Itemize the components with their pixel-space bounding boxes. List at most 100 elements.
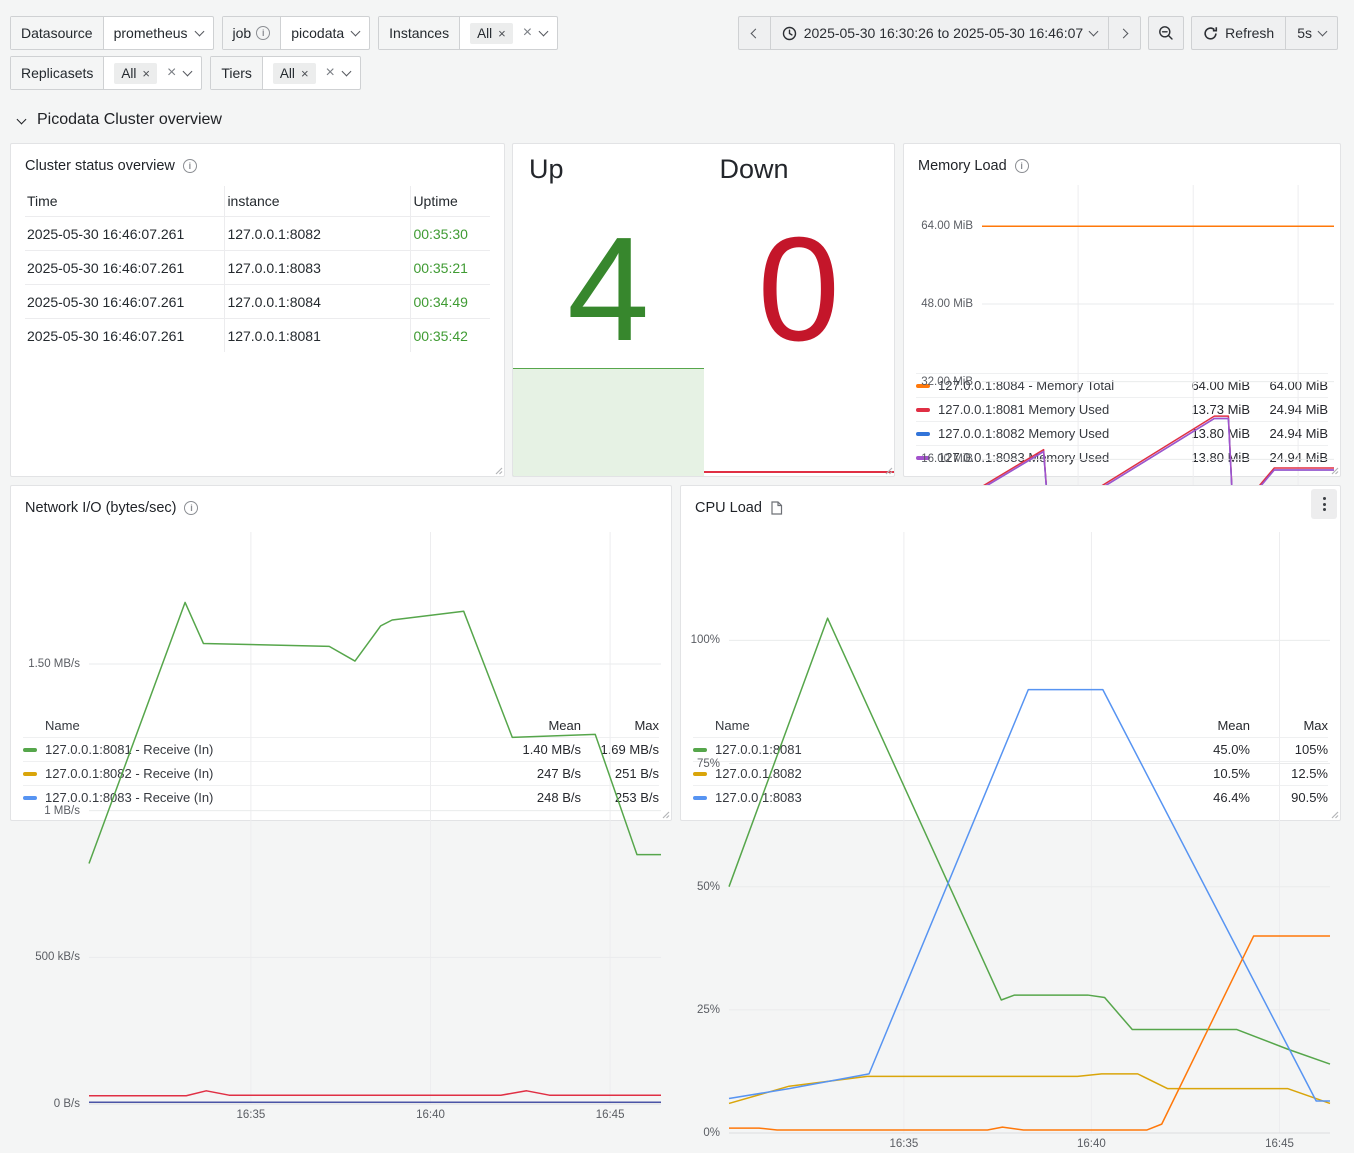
chevron-down-icon (341, 66, 351, 76)
variable-label-instances: Instances (379, 17, 460, 49)
time-range-button[interactable]: 2025-05-30 16:30:26 to 2025-05-30 16:46:… (771, 16, 1109, 50)
info-icon[interactable] (183, 159, 197, 173)
x-axis-tick-label: 16:35 (236, 1109, 265, 1121)
x-axis-tick-label: 16:40 (1077, 1138, 1106, 1150)
panel-cpu-load: CPU Load 0%25%50%75%100% 16:3516:4016:45… (680, 485, 1341, 821)
clear-selection-icon[interactable]: × (167, 65, 176, 81)
instances-select[interactable]: All × × (460, 17, 557, 49)
cell-instance: 127.0.0.1:8082 (225, 217, 411, 251)
variable-job: job picodata (222, 16, 371, 50)
panel-links-icon[interactable] (770, 501, 783, 515)
down-sparkline (704, 471, 895, 473)
clear-selection-icon[interactable]: × (326, 65, 335, 81)
replicasets-select[interactable]: All × × (104, 57, 201, 89)
x-axis-tick-label: 16:40 (416, 1109, 445, 1121)
filter-chip[interactable]: All × (114, 63, 157, 84)
y-axis-tick-label: 1 MB/s (44, 805, 80, 817)
y-axis-tick-label: 1.50 MB/s (28, 658, 80, 670)
table-row: 2025-05-30 16:46:07.261 127.0.0.1:8084 0… (25, 285, 490, 319)
info-icon[interactable] (1015, 159, 1029, 173)
dashboard-row-header[interactable]: Picodata Cluster overview (18, 111, 222, 129)
datasource-select[interactable]: prometheus (104, 17, 213, 49)
cell-uptime: 00:35:21 (411, 251, 490, 285)
time-controls: 2025-05-30 16:30:26 to 2025-05-30 16:46:… (738, 16, 1338, 50)
job-label-text: job (233, 25, 252, 41)
remove-chip-icon[interactable]: × (142, 67, 150, 80)
chevron-left-icon (750, 28, 760, 38)
down-stat-value: 0 (758, 229, 840, 350)
panel-cluster-status: Cluster status overview Time instance Up… (10, 143, 505, 477)
refresh-interval-value: 5s (1297, 25, 1312, 41)
down-stat-label: Down (704, 144, 789, 185)
tiers-select[interactable]: All × × (263, 57, 360, 89)
x-axis-tick-label: 16:45 (1265, 1138, 1294, 1150)
network-chart: 0 B/s500 kB/s1 MB/s1.50 MB/s 16:3516:401… (11, 532, 661, 710)
chevron-down-icon (1318, 26, 1328, 36)
series-line (729, 1074, 1330, 1104)
variables-row-2: Replicasets All × × Tiers All × × (10, 56, 558, 90)
resize-handle-icon[interactable] (1329, 465, 1339, 475)
resize-handle-icon[interactable] (883, 465, 893, 475)
panel-title[interactable]: Network I/O (bytes/sec) (25, 500, 176, 516)
clear-selection-icon[interactable]: × (523, 25, 532, 41)
series-line (729, 618, 1330, 1064)
resize-handle-icon[interactable] (660, 809, 670, 819)
chevron-down-icon (1089, 26, 1099, 36)
resize-handle-icon[interactable] (1329, 809, 1339, 819)
panel-title[interactable]: CPU Load (695, 500, 762, 516)
up-stat-label: Up (513, 144, 564, 185)
up-stat-value: 4 (567, 229, 649, 350)
chevron-down-icon (539, 26, 549, 36)
remove-chip-icon[interactable]: × (498, 27, 506, 40)
y-axis-tick-label: 75% (697, 758, 720, 770)
cell-instance: 127.0.0.1:8084 (225, 285, 411, 319)
y-axis-tick-label: 500 kB/s (35, 951, 80, 963)
network-plot-area[interactable] (89, 532, 661, 1104)
time-forward-button[interactable] (1109, 16, 1141, 50)
x-axis-tick-label: 16:35 (890, 1138, 919, 1150)
y-axis-tick-label: 16.00 MiB (921, 453, 973, 465)
y-axis-tick-label: 100% (691, 634, 720, 646)
info-icon[interactable] (256, 26, 270, 40)
kebab-menu-icon[interactable] (1311, 489, 1337, 519)
panel-title[interactable]: Cluster status overview (25, 158, 175, 174)
chip-label: All (477, 26, 492, 41)
x-axis: 16:35 16:40 16:45 (89, 1104, 661, 1124)
cpu-plot-area[interactable] (729, 532, 1330, 1133)
y-axis-tick-label: 32.00 MiB (921, 376, 973, 388)
y-axis-tick-label: 0% (703, 1127, 720, 1139)
time-back-button[interactable] (738, 16, 771, 50)
cell-time: 2025-05-30 16:46:07.261 (25, 285, 225, 319)
panel-title[interactable]: Memory Load (918, 158, 1007, 174)
cell-uptime: 00:35:30 (411, 217, 490, 251)
panel-up-down: Up 4 Down 0 (512, 143, 895, 477)
row-title: Picodata Cluster overview (37, 111, 222, 129)
info-icon[interactable] (184, 501, 198, 515)
chevron-down-icon (183, 66, 193, 76)
memory-chart: 0.00 B16.00 MiB32.00 MiB48.00 MiB64.00 M… (904, 185, 1334, 369)
variable-label-datasource: Datasource (11, 17, 104, 49)
column-header-uptime[interactable]: Uptime (411, 186, 490, 217)
job-select[interactable]: picodata (281, 17, 369, 49)
variable-datasource: Datasource prometheus (10, 16, 214, 50)
filter-chip[interactable]: All × (273, 63, 316, 84)
zoom-out-button[interactable] (1148, 16, 1184, 50)
datasource-value: prometheus (114, 25, 188, 41)
refresh-icon (1203, 26, 1218, 41)
zoom-out-icon (1158, 25, 1174, 41)
remove-chip-icon[interactable]: × (301, 67, 309, 80)
y-axis-tick-label: 50% (697, 881, 720, 893)
resize-handle-icon[interactable] (493, 465, 503, 475)
series-line (729, 690, 1330, 1101)
refresh-interval-button[interactable]: 5s (1286, 16, 1338, 50)
variable-label-tiers: Tiers (211, 57, 263, 89)
y-axis: 0 B/s500 kB/s1 MB/s1.50 MB/s (11, 532, 89, 1104)
filter-chip[interactable]: All × (470, 23, 513, 44)
refresh-button[interactable]: Refresh (1191, 16, 1286, 50)
column-header-time[interactable]: Time (25, 186, 225, 217)
y-axis-tick-label: 48.00 MiB (921, 298, 973, 310)
x-axis-tick-label: 16:45 (596, 1109, 625, 1121)
refresh-label: Refresh (1225, 25, 1274, 41)
status-table: Time instance Uptime 2025-05-30 16:46:07… (25, 186, 490, 352)
column-header-instance[interactable]: instance (225, 186, 411, 217)
